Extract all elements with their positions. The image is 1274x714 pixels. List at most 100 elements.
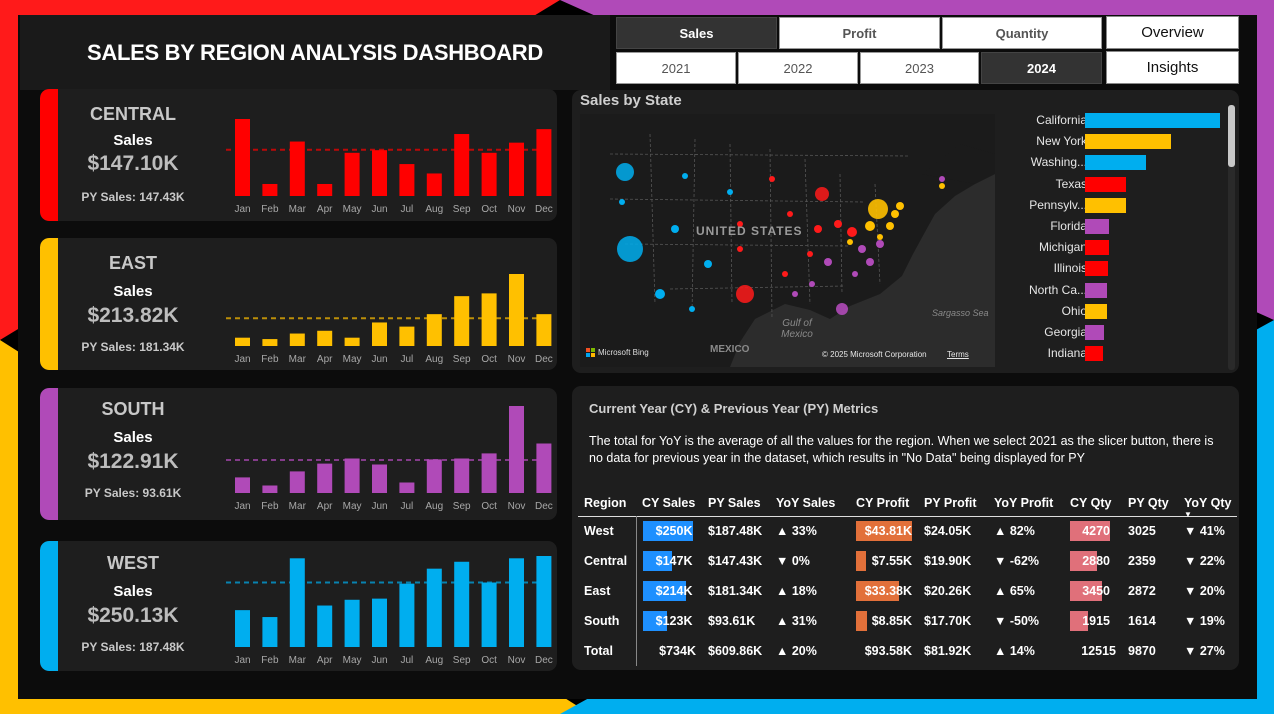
bar-oct[interactable] xyxy=(481,293,497,346)
slicer-quantity-button[interactable]: Quantity xyxy=(942,17,1102,49)
column-header[interactable]: YoY Profit xyxy=(994,495,1054,510)
state-list-scrollbar[interactable] xyxy=(1228,105,1235,370)
bar-jan[interactable] xyxy=(235,119,250,196)
state-row[interactable]: Michigan xyxy=(1010,237,1225,257)
state-row[interactable]: Texas xyxy=(1010,174,1225,194)
table-row[interactable]: South $123K $93.61K ▲ 31% $8.85K $17.70K ▼ -50… xyxy=(578,606,1237,636)
bar-mar[interactable] xyxy=(289,141,305,196)
state-row[interactable]: Indiana xyxy=(1010,343,1225,363)
state-bar[interactable] xyxy=(1085,155,1146,171)
bar-mar[interactable] xyxy=(289,558,305,647)
bar-dec[interactable] xyxy=(536,129,552,196)
bar-may[interactable] xyxy=(344,337,360,346)
bar-mar[interactable] xyxy=(289,333,305,346)
year-2023-button[interactable]: 2023 xyxy=(860,52,979,84)
column-header[interactable]: PY Sales xyxy=(708,495,761,510)
column-header[interactable]: CY Qty xyxy=(1070,495,1112,510)
bar-sep[interactable] xyxy=(454,134,470,196)
bar-may[interactable] xyxy=(344,458,360,494)
sales-map[interactable]: UNITED STATES MEXICO Gulf of Mexico Sarg… xyxy=(580,114,995,367)
bar-oct[interactable] xyxy=(481,582,497,647)
state-bar[interactable] xyxy=(1085,261,1108,277)
year-2024-button[interactable]: 2024 xyxy=(981,52,1102,84)
bar-jan[interactable] xyxy=(235,337,250,346)
bar-jul[interactable] xyxy=(399,482,415,494)
state-row[interactable]: Illinois xyxy=(1010,258,1225,278)
bar-jul[interactable] xyxy=(399,326,415,346)
bar-jun[interactable] xyxy=(372,150,387,196)
column-header[interactable]: CY Sales xyxy=(642,495,696,510)
bar-feb[interactable] xyxy=(262,617,278,647)
state-bar[interactable] xyxy=(1085,176,1126,192)
bar-jan[interactable] xyxy=(235,610,250,647)
state-bar[interactable] xyxy=(1085,219,1110,234)
bar-dec[interactable] xyxy=(536,443,552,494)
table-row[interactable]: East $214K $181.34K ▲ 18% $33.38K $20.26K ▲ 65… xyxy=(578,576,1237,606)
table-row[interactable]: West $250K $187.48K ▲ 33% $43.81K $24.05K ▲ 82… xyxy=(578,516,1237,546)
state-bar[interactable] xyxy=(1085,346,1103,362)
bar-dec[interactable] xyxy=(536,314,552,346)
state-row[interactable]: California xyxy=(1010,110,1225,130)
bar-aug[interactable] xyxy=(426,459,442,493)
bar-aug[interactable] xyxy=(426,314,442,346)
bar-apr[interactable] xyxy=(317,330,333,346)
bar-oct[interactable] xyxy=(481,453,497,493)
bar-feb[interactable] xyxy=(262,485,278,494)
bar-oct[interactable] xyxy=(481,152,497,196)
state-bar[interactable] xyxy=(1085,240,1110,256)
bar-jun[interactable] xyxy=(372,322,387,346)
overview-nav-button[interactable]: Overview xyxy=(1106,16,1239,49)
state-row[interactable]: North Ca... xyxy=(1010,280,1225,300)
column-header-sorted[interactable]: YoY Qty ▼ xyxy=(1178,490,1237,519)
state-row[interactable]: Washing... xyxy=(1010,152,1225,172)
scrollbar-thumb[interactable] xyxy=(1228,105,1235,167)
column-header[interactable]: YoY Sales xyxy=(776,495,836,510)
bar-mar[interactable] xyxy=(289,471,305,493)
bar-jun[interactable] xyxy=(372,464,387,494)
state-bar[interactable] xyxy=(1085,303,1107,319)
bar-apr[interactable] xyxy=(317,463,333,493)
year-2021-button[interactable]: 2021 xyxy=(616,52,736,84)
map-terms-link[interactable]: Terms xyxy=(947,350,969,359)
bar-nov[interactable] xyxy=(509,142,524,196)
bar-jul[interactable] xyxy=(399,583,415,647)
state-bar[interactable] xyxy=(1085,325,1104,340)
state-bar[interactable] xyxy=(1085,282,1107,298)
bar-jun[interactable] xyxy=(372,598,387,647)
column-header[interactable]: PY Qty xyxy=(1128,495,1169,510)
year-2022-button[interactable]: 2022 xyxy=(738,52,858,84)
bar-jul[interactable] xyxy=(399,164,415,196)
slicer-sales-button[interactable]: Sales xyxy=(616,17,777,49)
state-bar[interactable] xyxy=(1085,113,1220,128)
bar-nov[interactable] xyxy=(509,406,524,493)
bar-sep[interactable] xyxy=(454,458,470,494)
bar-may[interactable] xyxy=(344,152,360,196)
column-header[interactable]: PY Profit xyxy=(924,495,977,510)
state-row[interactable]: Ohio xyxy=(1010,301,1225,321)
state-row[interactable]: Georgia xyxy=(1010,322,1225,342)
bar-aug[interactable] xyxy=(426,568,442,647)
month-tick-label: Sep xyxy=(453,655,471,666)
state-row[interactable]: Pennsylv... xyxy=(1010,195,1225,215)
bar-nov[interactable] xyxy=(509,274,524,346)
insights-nav-button[interactable]: Insights xyxy=(1106,51,1239,84)
bar-feb[interactable] xyxy=(262,183,278,196)
bar-dec[interactable] xyxy=(536,556,552,647)
column-header[interactable]: Region xyxy=(584,495,627,510)
slicer-profit-button[interactable]: Profit xyxy=(779,17,940,49)
state-row[interactable]: New York xyxy=(1010,131,1225,151)
state-row[interactable]: Florida xyxy=(1010,216,1225,236)
table-row[interactable]: Central $147K $147.43K ▼ 0% $7.55K $19.90K ▼ -… xyxy=(578,546,1237,576)
state-bar[interactable] xyxy=(1085,134,1172,150)
column-header[interactable]: CY Profit xyxy=(856,495,910,510)
bar-jan[interactable] xyxy=(235,477,250,493)
bar-apr[interactable] xyxy=(317,183,333,196)
bar-aug[interactable] xyxy=(426,173,442,196)
bar-may[interactable] xyxy=(344,599,360,647)
bar-nov[interactable] xyxy=(509,558,524,647)
bar-feb[interactable] xyxy=(262,339,278,346)
bar-apr[interactable] xyxy=(317,605,333,647)
state-bar[interactable] xyxy=(1085,197,1126,213)
bar-sep[interactable] xyxy=(454,561,470,647)
bar-sep[interactable] xyxy=(454,296,470,346)
